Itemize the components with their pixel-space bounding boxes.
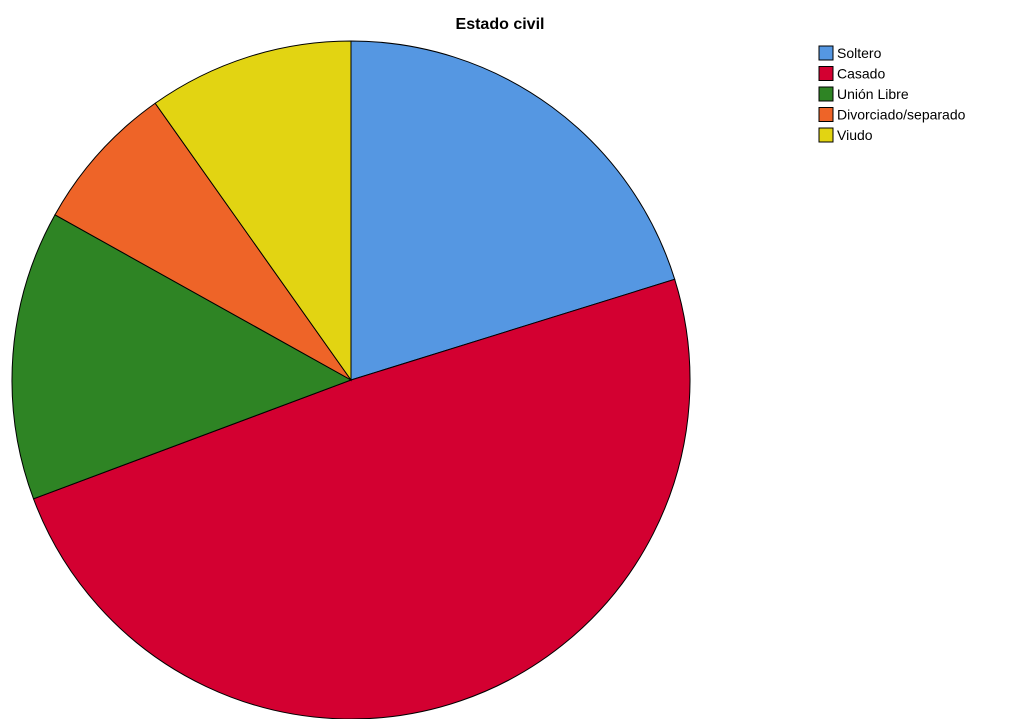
legend-swatch: [818, 107, 834, 122]
legend: Soltero Casado Unión Libre Divorciado/separ…: [818, 45, 966, 143]
pie-slice-divorciado-separado: [54, 102, 352, 381]
legend-swatch: [818, 127, 834, 143]
pie-slice-casado: [32, 278, 691, 719]
pie-slice-soltero: [350, 40, 676, 381]
legend-label: Divorciado/separado: [837, 107, 966, 123]
legend-label: Soltero: [837, 45, 882, 61]
legend-label: Viudo: [837, 127, 873, 143]
legend-swatch: [818, 86, 834, 102]
legend-swatch: [818, 45, 834, 61]
legend-label: Unión Libre: [837, 86, 909, 102]
pie-slices: [11, 40, 691, 719]
pie-slice-uni-n-libre: [11, 214, 353, 500]
legend-swatch: [818, 66, 834, 81]
pie-slice-viudo: [154, 40, 352, 382]
chart-title: Estado civil: [456, 16, 545, 33]
legend-label: Casado: [837, 66, 885, 82]
